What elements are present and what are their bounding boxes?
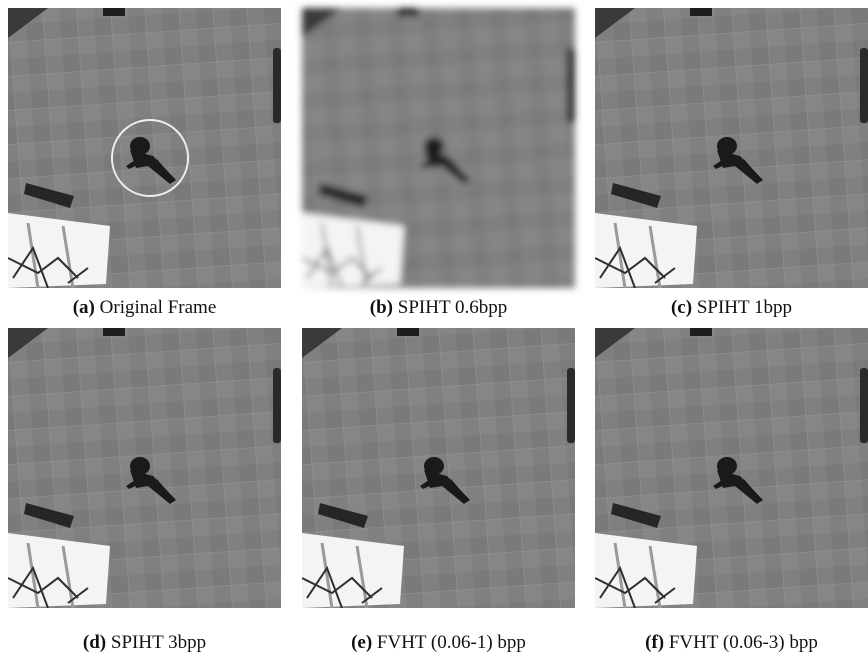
panel-label: (a): [73, 297, 95, 318]
panel-caption-text: FVHT (0.06-1) bpp: [377, 632, 526, 653]
figure: (a) Original Frame (b) SPIHT 0.6bpp (c) SP…: [0, 0, 868, 668]
panel: (e) FVHT (0.06-1) bpp: [302, 328, 575, 653]
panel-image: [302, 8, 575, 288]
panel-label: (f): [645, 632, 664, 653]
panel: (b) SPIHT 0.6bpp: [302, 8, 575, 318]
panel: (c) SPIHT 1bpp: [595, 8, 868, 318]
panel-caption-text: SPIHT 0.6bpp: [398, 297, 507, 318]
panel: (f) FVHT (0.06-3) bpp: [595, 328, 868, 653]
panel-caption-text: SPIHT 1bpp: [697, 297, 792, 318]
panel: (a) Original Frame: [8, 8, 281, 318]
panel-image: [302, 328, 575, 608]
panel-caption: (c) SPIHT 1bpp: [671, 297, 792, 318]
panel-label: (c): [671, 297, 692, 318]
panel-caption: (b) SPIHT 0.6bpp: [370, 297, 507, 318]
panel-caption: (d) SPIHT 3bpp: [83, 632, 206, 653]
panel-image: [8, 328, 281, 608]
panel-label: (e): [351, 632, 372, 653]
panel-caption: (e) FVHT (0.06-1) bpp: [351, 632, 526, 653]
panel-label: (d): [83, 632, 106, 653]
panels: (a) Original Frame (b) SPIHT 0.6bpp (c) SP…: [8, 8, 868, 653]
panel-image: [8, 8, 281, 288]
panel-caption: (a) Original Frame: [73, 297, 217, 318]
panel-label: (b): [370, 297, 393, 318]
panel-image: [595, 328, 868, 608]
panel-caption-text: Original Frame: [100, 297, 217, 318]
panel-caption: (f) FVHT (0.06-3) bpp: [645, 632, 818, 653]
panel-image: [595, 8, 868, 288]
panel-caption-text: FVHT (0.06-3) bpp: [669, 632, 818, 653]
panel-caption-text: SPIHT 3bpp: [111, 632, 206, 653]
panel: (d) SPIHT 3bpp: [8, 328, 281, 653]
